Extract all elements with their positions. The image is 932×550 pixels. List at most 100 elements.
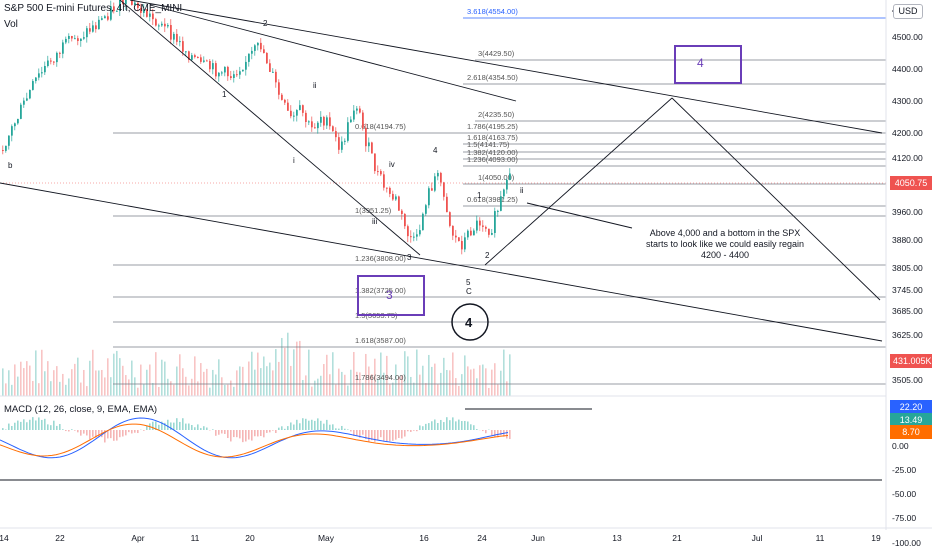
candle-body [302, 105, 304, 113]
volume-bar [140, 364, 142, 396]
wave-label: ii [313, 81, 317, 90]
macd-histogram-bar [299, 423, 301, 430]
candle-body [14, 123, 16, 127]
macd-histogram-bar [494, 430, 496, 437]
volume-bar [320, 375, 322, 396]
candle-body [422, 213, 424, 231]
macd-histogram-bar [392, 430, 394, 441]
macd-histogram-bar [125, 430, 127, 436]
candle-body [293, 115, 295, 117]
candle-body [101, 18, 103, 20]
macd-histogram-bar [338, 428, 340, 430]
macd-histogram-bar [347, 429, 349, 430]
macd-histogram-bar [170, 422, 172, 430]
candle-body [194, 55, 196, 58]
candle-body [437, 172, 439, 177]
candle-body [497, 210, 499, 212]
candle-body [500, 196, 502, 211]
macd-histogram-bar [422, 426, 424, 430]
macd-histogram-bar [269, 430, 271, 433]
wave-label: C [466, 287, 472, 296]
volume-bar [488, 387, 490, 396]
macd-histogram-bar [134, 430, 136, 433]
volume-bar [173, 384, 175, 396]
volume-bar [293, 349, 295, 396]
volume-bar [23, 368, 25, 396]
macd-histogram-bar [407, 430, 409, 432]
macd-histogram-bar [404, 430, 406, 437]
macd-label: MACD (12, 26, close, 9, EMA, EMA) [4, 404, 158, 415]
volume-bar [107, 358, 109, 396]
macd-histogram-bar [260, 430, 262, 437]
candle-body [389, 187, 391, 194]
macd-histogram-bar [458, 419, 460, 430]
volume-bar [500, 370, 502, 396]
volume-bar [344, 374, 346, 396]
price-tick-label: 4500.00 [892, 32, 923, 42]
trend-line [119, 0, 421, 256]
macd-histogram-bar [227, 430, 229, 439]
candle-body [233, 74, 235, 78]
candle-body [356, 108, 358, 111]
volume-bar [380, 352, 382, 396]
volume-bar [407, 356, 409, 396]
volume-bar [8, 370, 10, 396]
volume-bar [197, 381, 199, 396]
candle-body [236, 74, 238, 76]
volume-bar [473, 368, 475, 396]
trend-line [526, 202, 633, 229]
candle-body [290, 110, 292, 117]
candle-body [401, 210, 403, 214]
macd-histogram-bar [98, 430, 100, 438]
price-tick-label: 4200.00 [892, 128, 923, 138]
volume-bar [86, 386, 88, 396]
macd-histogram-bar [23, 419, 25, 430]
macd-tick-label: 0.00 [892, 441, 909, 451]
candle-body [59, 52, 61, 54]
candle-body [392, 193, 394, 200]
volume-bar [245, 383, 247, 396]
macd-histogram-bar [167, 419, 169, 430]
candle-body [479, 220, 481, 226]
candle-body [197, 57, 199, 59]
macd-histogram-bar [143, 430, 145, 431]
volume-bar [506, 381, 508, 396]
candle-body [431, 188, 433, 191]
volume-bar [209, 387, 211, 396]
candle-body [38, 73, 40, 78]
macd-histogram-bar [386, 430, 388, 443]
candle-body [317, 122, 319, 129]
candle-body [104, 16, 106, 19]
macd-histogram-bar [344, 428, 346, 430]
wave-label: b [8, 161, 13, 170]
macd-histogram-bar [131, 430, 133, 434]
candle-body [359, 108, 361, 113]
candle-body [149, 13, 151, 17]
macd-histogram-bar [380, 430, 382, 438]
macd-histogram-bar [215, 430, 217, 436]
fib-level-label: 1(3951.25) [355, 206, 392, 215]
candle-body [107, 16, 109, 20]
macd-histogram-bar [197, 424, 199, 430]
candle-body [446, 196, 448, 213]
volume-bar [254, 369, 256, 396]
macd-histogram-bar [278, 427, 280, 430]
candle-body [80, 38, 82, 42]
fib-level-label: 3(4429.50) [478, 49, 515, 58]
macd-histogram-bar [455, 421, 457, 430]
volume-bar [362, 382, 364, 396]
volume-bar [251, 351, 253, 396]
candle-body [338, 137, 340, 150]
price-tick-label: 3960.00 [892, 207, 923, 217]
fib-level-label: 1.236(3808.00) [355, 254, 406, 263]
candle-body [17, 118, 19, 124]
candle-body [488, 228, 490, 235]
candle-body [152, 13, 154, 20]
volume-bar [143, 384, 145, 396]
volume-bar [497, 384, 499, 396]
volume-bar [284, 347, 286, 396]
currency-button[interactable]: USD [893, 4, 923, 19]
macd-histogram-bar [56, 425, 58, 430]
macd-histogram-bar [467, 421, 469, 430]
